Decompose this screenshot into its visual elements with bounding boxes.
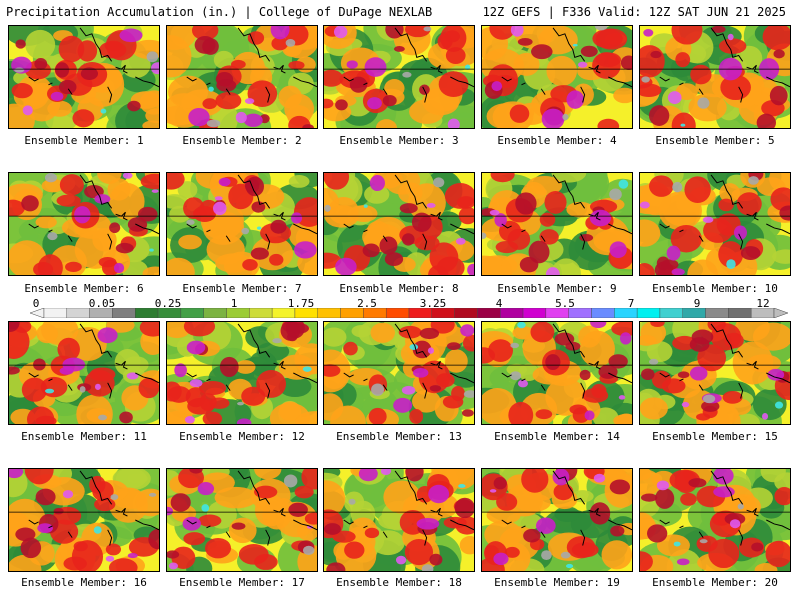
valid-time-label: 12Z GEFS | F336 Valid: 12Z SAT JUN 21 20… [482, 5, 786, 19]
ensemble-member-label: Ensemble Member: 17 [179, 576, 305, 589]
ensemble-member-label: Ensemble Member: 9 [497, 282, 617, 295]
ensemble-member-map [166, 172, 318, 276]
ensemble-member-map [481, 25, 633, 129]
legend-tick-label: 3.25 [419, 297, 447, 310]
ensemble-member-label: Ensemble Member: 4 [497, 134, 617, 147]
ensemble-member-label: Ensemble Member: 13 [336, 430, 462, 443]
ensemble-member-map [323, 172, 475, 276]
legend-swatch [249, 308, 273, 318]
legend-tick-label: 0.05 [88, 297, 116, 310]
legend-swatch [203, 308, 227, 318]
ensemble-member-label: Ensemble Member: 14 [494, 430, 620, 443]
legend-swatch [500, 308, 524, 318]
legend-swatch [66, 308, 90, 318]
ensemble-member-map [639, 321, 791, 425]
legend-tick-label: 0 [32, 297, 40, 310]
ensemble-member-map [323, 321, 475, 425]
ensemble-member-label: Ensemble Member: 6 [24, 282, 144, 295]
legend-tick-label: 0.25 [154, 297, 182, 310]
ensemble-member-map [166, 321, 318, 425]
legend-swatch [180, 308, 204, 318]
legend-swatch [705, 308, 729, 318]
ensemble-member-map [8, 172, 160, 276]
ensemble-member-map [166, 25, 318, 129]
ensemble-member-map [481, 321, 633, 425]
ensemble-member-map [323, 468, 475, 572]
legend-swatch [522, 308, 547, 318]
ensemble-member-label: Ensemble Member: 3 [339, 134, 459, 147]
ensemble-member-label: Ensemble Member: 10 [652, 282, 778, 295]
legend-tick-label: 12 [756, 297, 770, 310]
legend-swatch [728, 308, 752, 318]
ensemble-member-map [8, 321, 160, 425]
ensemble-member-map [8, 468, 160, 572]
ensemble-member-map [166, 468, 318, 572]
ensemble-member-label: Ensemble Member: 5 [655, 134, 775, 147]
ensemble-member-label: Ensemble Member: 2 [182, 134, 302, 147]
legend-swatch [385, 308, 410, 318]
ensemble-member-map [639, 172, 791, 276]
ensemble-member-label: Ensemble Member: 8 [339, 282, 459, 295]
ensemble-member-map [481, 172, 633, 276]
ensemble-member-label: Ensemble Member: 19 [494, 576, 620, 589]
legend-tick-label: 2.5 [357, 297, 377, 310]
ensemble-member-map [323, 25, 475, 129]
legend-tick-label: 1 [230, 297, 238, 310]
ensemble-member-label: Ensemble Member: 12 [179, 430, 305, 443]
ensemble-member-map [8, 25, 160, 129]
ensemble-member-label: Ensemble Member: 1 [24, 134, 144, 147]
ensemble-member-map [639, 25, 791, 129]
color-scale-legend [30, 308, 789, 318]
ensemble-member-label: Ensemble Member: 7 [182, 282, 302, 295]
ensemble-member-label: Ensemble Member: 18 [336, 576, 462, 589]
ensemble-member-label: Ensemble Member: 20 [652, 576, 778, 589]
ensemble-member-label: Ensemble Member: 11 [21, 430, 147, 443]
legend-tick-label: 1.75 [287, 297, 315, 310]
map-title: Precipitation Accumulation (in.) | Colle… [6, 5, 433, 19]
ensemble-member-label: Ensemble Member: 15 [652, 430, 778, 443]
legend-swatch [112, 308, 136, 318]
legend-swatch [591, 308, 615, 318]
ensemble-member-map [639, 468, 791, 572]
legend-swatch [43, 308, 68, 318]
legend-swatch [317, 308, 341, 318]
legend-tick-label: 7 [627, 297, 635, 310]
ensemble-member-label: Ensemble Member: 16 [21, 576, 147, 589]
legend-tick-label: 5.5 [555, 297, 575, 310]
ensemble-member-map [481, 468, 633, 572]
legend-tick-label: 9 [693, 297, 701, 310]
legend-swatch [659, 308, 683, 318]
legend-tick-label: 4 [495, 297, 503, 310]
legend-swatch [454, 308, 478, 318]
legend-swatch [636, 308, 661, 318]
